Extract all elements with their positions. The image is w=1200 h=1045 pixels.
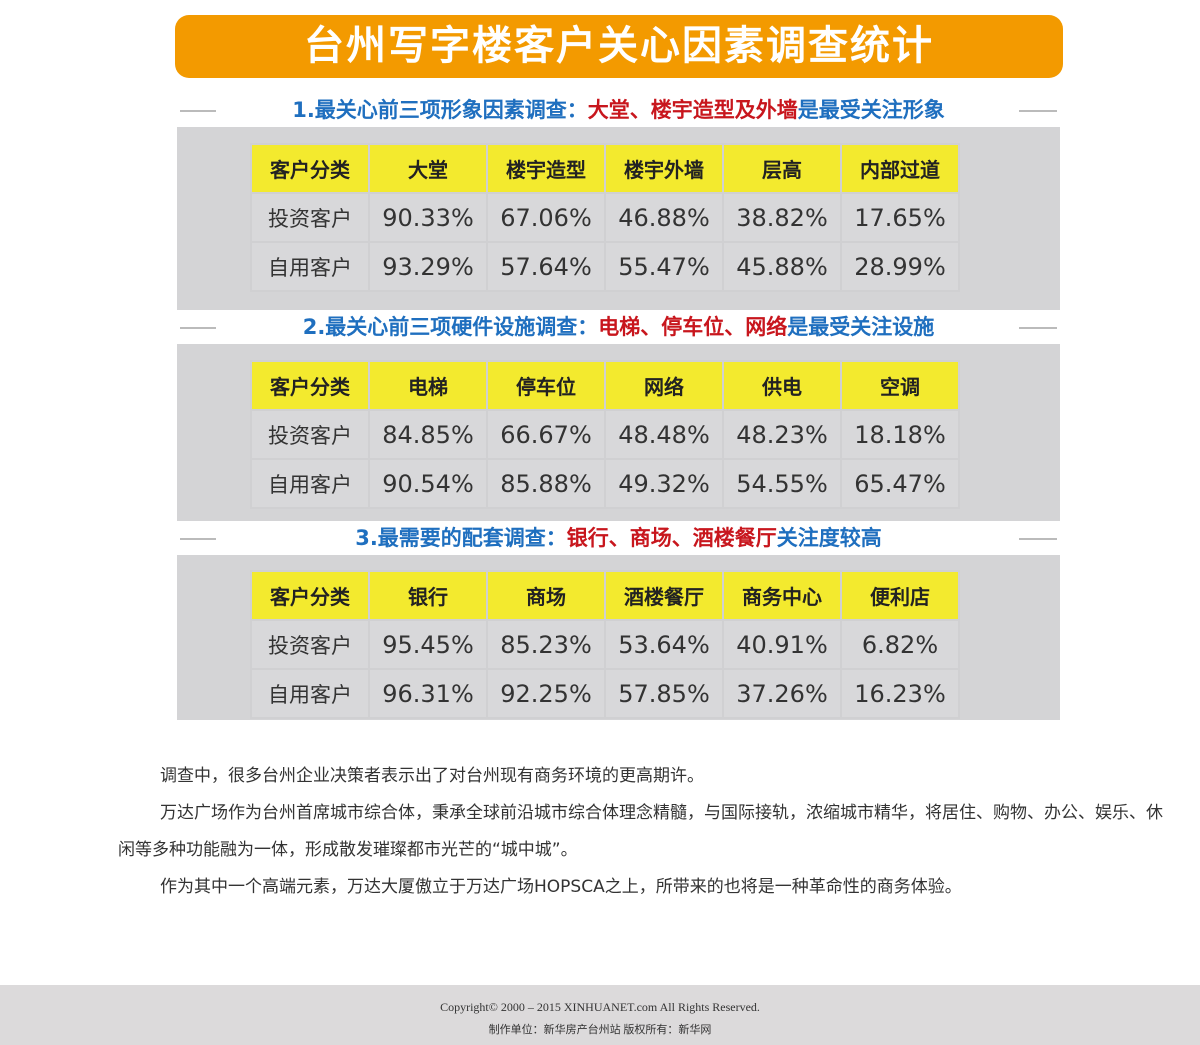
column-header: 电梯 <box>370 362 486 409</box>
table-cell: 84.85% <box>370 411 486 458</box>
article-body: 调查中，很多台州企业决策者表示出了对台州现有商务环境的更高期许。 万达广场作为台… <box>118 758 1168 906</box>
table-cell: 16.23% <box>842 670 958 717</box>
table-cell: 37.26% <box>724 670 840 717</box>
divider <box>180 327 216 329</box>
credits: 制作单位：新华房产台州站 版权所有：新华网 <box>488 1024 712 1036</box>
copyright: Copyright© 2000 – 2015 XINHUANET.com All… <box>440 1000 760 1014</box>
paragraph: 调查中，很多台州企业决策者表示出了对台州现有商务环境的更高期许。 <box>160 766 704 786</box>
table-row: 投资客户 84.85% 66.67% 48.48% 48.23% 18.18% <box>252 411 958 458</box>
column-header: 空调 <box>842 362 958 409</box>
table-cell: 53.64% <box>606 621 722 668</box>
column-header: 楼宇造型 <box>488 145 604 192</box>
heading-highlight: 电梯、停车位、网络 <box>598 315 788 339</box>
table-cell: 49.32% <box>606 460 722 507</box>
divider <box>180 110 216 112</box>
table-cell: 57.85% <box>606 670 722 717</box>
column-header: 酒楼餐厅 <box>606 572 722 619</box>
section-heading: 2.最关心前三项硬件设施调查：电梯、停车位、网络是最受关注设施 <box>177 310 1060 344</box>
table-cell: 48.48% <box>606 411 722 458</box>
table-header-row: 客户分类 电梯 停车位 网络 供电 空调 <box>252 362 958 409</box>
column-header: 客户分类 <box>252 362 368 409</box>
table-cell: 90.54% <box>370 460 486 507</box>
heading-text: 3.最需要的配套调查： <box>355 526 567 550</box>
column-header: 楼宇外墙 <box>606 145 722 192</box>
table-row: 投资客户 95.45% 85.23% 53.64% 40.91% 6.82% <box>252 621 958 668</box>
divider <box>1019 110 1057 112</box>
table-cell: 67.06% <box>488 194 604 241</box>
section-heading-band: 3.最需要的配套调查：银行、商场、酒楼餐厅关注度较高 <box>177 521 1060 555</box>
survey-table: 客户分类 大堂 楼宇造型 楼宇外墙 层高 内部过道 投资客户 90.33% 67.06% 46.8… <box>250 143 960 292</box>
table-cell: 92.25% <box>488 670 604 717</box>
table-cell: 95.45% <box>370 621 486 668</box>
column-header: 商场 <box>488 572 604 619</box>
table-cell: 6.82% <box>842 621 958 668</box>
heading-text: 1.最关心前三项形象因素调查： <box>292 98 588 122</box>
row-label: 自用客户 <box>252 670 368 717</box>
column-header: 供电 <box>724 362 840 409</box>
table-cell: 85.23% <box>488 621 604 668</box>
section-heading-band: 2.最关心前三项硬件设施调查：电梯、停车位、网络是最受关注设施 <box>177 310 1060 344</box>
page-title: 台州写字楼客户关心因素调查统计 <box>175 15 1063 78</box>
table-cell: 90.33% <box>370 194 486 241</box>
paragraph: 作为其中一个高端元素，万达大厦傲立于万达广场HOPSCA之上，所带来的也将是一种… <box>160 877 962 897</box>
section-heading-band: 1.最关心前三项形象因素调查：大堂、楼宇造型及外墙是最受关注形象 <box>177 93 1060 127</box>
table-cell: 18.18% <box>842 411 958 458</box>
column-header: 客户分类 <box>252 572 368 619</box>
row-label: 投资客户 <box>252 194 368 241</box>
table-row: 自用客户 96.31% 92.25% 57.85% 37.26% 16.23% <box>252 670 958 717</box>
table-cell: 54.55% <box>724 460 840 507</box>
column-header: 商务中心 <box>724 572 840 619</box>
divider <box>1019 538 1057 540</box>
table-cell: 57.64% <box>488 243 604 290</box>
table-cell: 40.91% <box>724 621 840 668</box>
row-label: 自用客户 <box>252 243 368 290</box>
column-header: 停车位 <box>488 362 604 409</box>
table-header-row: 客户分类 银行 商场 酒楼餐厅 商务中心 便利店 <box>252 572 958 619</box>
survey-table: 客户分类 电梯 停车位 网络 供电 空调 投资客户 84.85% 66.67% 48.48% 48.… <box>250 360 960 509</box>
paragraph: 万达广场作为台州首席城市综合体，秉承全球前沿城市综合体理念精髓，与国际接轨，浓缩… <box>118 803 1163 860</box>
table-cell: 17.65% <box>842 194 958 241</box>
column-header: 便利店 <box>842 572 958 619</box>
heading-highlight: 银行、商场、酒楼餐厅 <box>566 526 777 550</box>
footer: Copyright© 2000 – 2015 XINHUANET.com All… <box>0 985 1200 1045</box>
heading-text: 是最受关注设施 <box>787 315 935 339</box>
section-heading: 3.最需要的配套调查：银行、商场、酒楼餐厅关注度较高 <box>177 521 1060 555</box>
column-header: 银行 <box>370 572 486 619</box>
row-label: 投资客户 <box>252 621 368 668</box>
table-cell: 45.88% <box>724 243 840 290</box>
table-cell: 93.29% <box>370 243 486 290</box>
divider <box>180 538 216 540</box>
column-header: 层高 <box>724 145 840 192</box>
table-cell: 28.99% <box>842 243 958 290</box>
heading-text: 是最受关注形象 <box>797 98 945 122</box>
table-cell: 38.82% <box>724 194 840 241</box>
row-label: 自用客户 <box>252 460 368 507</box>
divider <box>1019 327 1057 329</box>
table-row: 自用客户 90.54% 85.88% 49.32% 54.55% 65.47% <box>252 460 958 507</box>
table-header-row: 客户分类 大堂 楼宇造型 楼宇外墙 层高 内部过道 <box>252 145 958 192</box>
row-label: 投资客户 <box>252 411 368 458</box>
table-cell: 65.47% <box>842 460 958 507</box>
table-row: 自用客户 93.29% 57.64% 55.47% 45.88% 28.99% <box>252 243 958 290</box>
table-cell: 66.67% <box>488 411 604 458</box>
column-header: 网络 <box>606 362 722 409</box>
table-cell: 96.31% <box>370 670 486 717</box>
heading-text: 关注度较高 <box>776 526 882 550</box>
table-cell: 55.47% <box>606 243 722 290</box>
section-heading: 1.最关心前三项形象因素调查：大堂、楼宇造型及外墙是最受关注形象 <box>177 93 1060 127</box>
column-header: 客户分类 <box>252 145 368 192</box>
table-cell: 48.23% <box>724 411 840 458</box>
table-row: 投资客户 90.33% 67.06% 46.88% 38.82% 17.65% <box>252 194 958 241</box>
heading-text: 2.最关心前三项硬件设施调查： <box>302 315 599 339</box>
column-header: 内部过道 <box>842 145 958 192</box>
survey-table: 客户分类 银行 商场 酒楼餐厅 商务中心 便利店 投资客户 95.45% 85.23% 53.64… <box>250 570 960 719</box>
table-cell: 46.88% <box>606 194 722 241</box>
table-cell: 85.88% <box>488 460 604 507</box>
column-header: 大堂 <box>370 145 486 192</box>
heading-highlight: 大堂、楼宇造型及外墙 <box>587 98 798 122</box>
